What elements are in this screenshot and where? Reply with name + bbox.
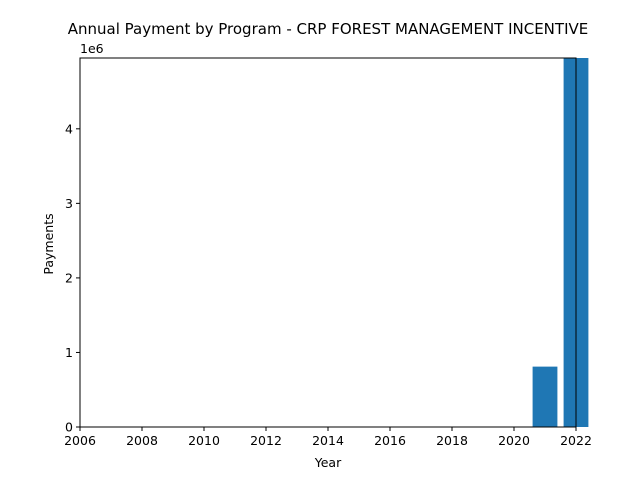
x-tick-label: 2008 xyxy=(126,433,158,448)
y-axis-offset-label: 1e6 xyxy=(80,41,104,56)
x-tick-label: 2016 xyxy=(374,433,406,448)
x-axis-label: Year xyxy=(314,455,342,470)
y-tick-label: 4 xyxy=(65,121,73,136)
x-tick-label: 2018 xyxy=(436,433,468,448)
y-axis-ticks: 0 1 2 3 4 xyxy=(65,121,80,435)
y-tick-label: 1 xyxy=(65,345,73,360)
y-tick-label: 0 xyxy=(65,420,73,435)
x-tick-label: 2022 xyxy=(560,433,592,448)
x-tick-label: 2014 xyxy=(312,433,344,448)
axes-frame xyxy=(79,57,577,428)
y-axis-label: Payments xyxy=(41,213,56,274)
bars-group xyxy=(532,58,589,427)
y-tick-label: 3 xyxy=(65,196,73,211)
x-tick-label: 2010 xyxy=(188,433,220,448)
x-tick-label: 2020 xyxy=(498,433,530,448)
plot-area xyxy=(79,57,589,428)
y-tick-label: 2 xyxy=(65,270,73,285)
chart-title: Annual Payment by Program - CRP FOREST M… xyxy=(68,20,588,38)
bar-2021 xyxy=(532,366,558,427)
x-tick-label: 2006 xyxy=(64,433,96,448)
x-axis-ticks: 2006 2008 2010 2012 2014 2016 2018 2020 2022 xyxy=(64,427,592,448)
x-tick-label: 2012 xyxy=(250,433,282,448)
